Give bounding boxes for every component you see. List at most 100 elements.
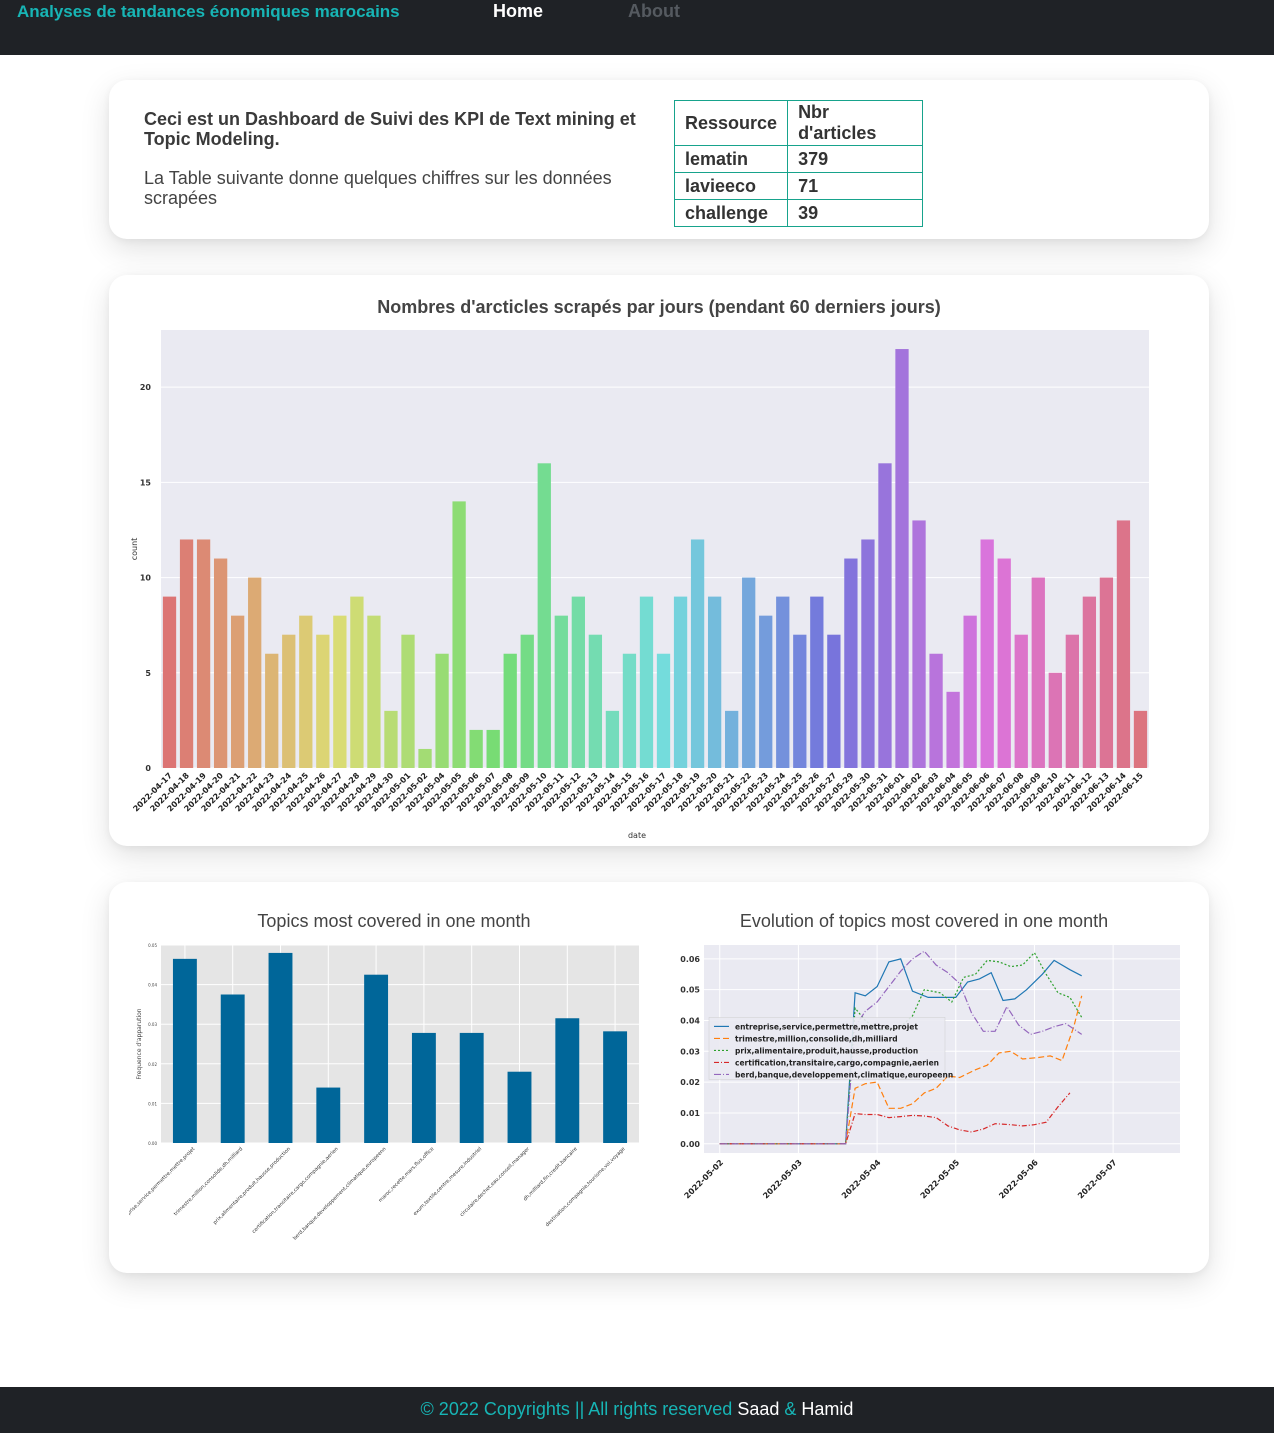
y-tick-label: 0 bbox=[145, 764, 151, 773]
bar-2022-06-02 bbox=[912, 520, 926, 768]
bar-2022-05-21 bbox=[725, 710, 739, 768]
bar-2022-06-15 bbox=[1133, 710, 1148, 768]
bar-2022-04-23 bbox=[265, 653, 279, 768]
brand-title[interactable]: Analyses de tandances éonomiques marocai… bbox=[17, 2, 400, 21]
bar-2022-05-10 bbox=[537, 463, 551, 768]
footer: © 2022 Copyrights || All rights reserved… bbox=[0, 1387, 1274, 1433]
bar-2022-05-31 bbox=[878, 463, 892, 768]
y-tick-label: 15 bbox=[140, 478, 152, 487]
legend-entry: prix,alimentaire,produit,hausse,producti… bbox=[735, 1046, 918, 1055]
y-tick-label: 0.00 bbox=[148, 1141, 157, 1146]
bar-2022-05-15 bbox=[622, 653, 637, 768]
bar-2022-05-01 bbox=[401, 634, 415, 768]
table-header-row: Ressource Nbr d'articles bbox=[673, 100, 924, 146]
table-cell-ressource: lavieeco bbox=[673, 172, 789, 200]
bar-2022-05-12 bbox=[571, 596, 585, 768]
bar-2022-06-14 bbox=[1116, 520, 1131, 768]
intro-title: Ceci est un Dashboard de Suivi des KPI d… bbox=[144, 109, 636, 149]
bar-2022-05-13 bbox=[588, 634, 603, 768]
bar-2022-04-30 bbox=[384, 710, 398, 768]
daily-articles-chart-title: Nombres d'arcticles scrapés par jours (p… bbox=[377, 297, 941, 317]
topics-evolution-chart: 0.00 0.01 0.02 0.03 0.04 0.05 0.06 2022-05-02 20… bbox=[680, 945, 1180, 1201]
y-tick-label: 5 bbox=[145, 669, 151, 678]
nav-link-about[interactable]: About bbox=[628, 1, 680, 21]
table-row: challenge 39 bbox=[673, 199, 924, 227]
bar-2022-05-26 bbox=[810, 596, 824, 768]
column-header-ressource: Ressource bbox=[673, 100, 789, 146]
series-line-4 bbox=[719, 1092, 1071, 1145]
bar-2022-05-11 bbox=[554, 615, 568, 768]
bar-2022-06-10 bbox=[1048, 672, 1062, 768]
bar-topic-4 bbox=[316, 1087, 341, 1143]
bar-2022-06-11 bbox=[1065, 634, 1079, 768]
table-row: lematin 379 bbox=[673, 145, 924, 173]
bar-2022-05-30 bbox=[861, 539, 875, 768]
y-tick-label: 0.00 bbox=[680, 1140, 700, 1149]
bar-2022-05-02 bbox=[418, 748, 432, 768]
bar-2022-05-23 bbox=[759, 615, 773, 768]
daily-articles-card: Nombres d'arcticles scrapés par jours (p… bbox=[109, 275, 1209, 846]
bar-2022-04-27 bbox=[333, 615, 347, 768]
daily-articles-chart: 051015202022-04-172022-04-182022-04-1920… bbox=[130, 330, 1149, 840]
bar-2022-06-08 bbox=[1014, 634, 1028, 768]
y-axis-label: count bbox=[130, 538, 139, 561]
chart-legend: entreprise,service,permettre,mettre,proj… bbox=[708, 1017, 953, 1080]
y-tick-label: 0.04 bbox=[680, 1016, 700, 1025]
resources-table: Ressource Nbr d'articles lematin 379 lav… bbox=[673, 100, 924, 227]
table-cell-ressource: challenge bbox=[673, 199, 789, 227]
topics-card: Topics most covered in one month Evoluti… bbox=[109, 882, 1209, 1273]
bar-2022-05-09 bbox=[520, 634, 534, 768]
bar-2022-06-06 bbox=[980, 539, 994, 768]
topics-bar-chart-title: Topics most covered in one month bbox=[257, 911, 531, 931]
topics-bar-chart: 0.00 0.01 0.02 0.03 0.04 0.05 entreprise,servi… bbox=[129, 943, 639, 1242]
bar-2022-05-07 bbox=[486, 729, 500, 768]
x-tick-label: certification,transitaire,cargo,compagni… bbox=[251, 1146, 340, 1235]
x-tick-label: prix,alimentaire,produit,hausse,producti… bbox=[212, 1146, 292, 1226]
x-tick-label: destination,compagnie,tourisme,voi,voyag… bbox=[545, 1146, 627, 1228]
x-tick-label: 2022-05-05 bbox=[919, 1158, 962, 1201]
top-navbar: Analyses de tandances éonomiques marocai… bbox=[0, 0, 1274, 55]
y-tick-label: 0.03 bbox=[680, 1047, 700, 1056]
bar-2022-05-05 bbox=[452, 501, 466, 768]
bar-topic-3 bbox=[268, 952, 293, 1143]
y-tick-label: 0.02 bbox=[680, 1078, 700, 1087]
bar-2022-06-01 bbox=[895, 349, 909, 768]
x-tick-label: berd,banque,developpement,climatique,eur… bbox=[292, 1146, 387, 1241]
topics-line-chart-title: Evolution of topics most covered in one … bbox=[739, 911, 1109, 931]
bar-2022-05-08 bbox=[503, 653, 517, 768]
bar-2022-05-20 bbox=[707, 596, 722, 768]
bar-2022-04-20 bbox=[213, 558, 228, 768]
x-tick-label: 2022-05-07 bbox=[1076, 1158, 1119, 1201]
nav-link-home[interactable]: Home bbox=[493, 1, 544, 21]
bar-2022-05-18 bbox=[673, 596, 688, 768]
table-cell-count: 39 bbox=[787, 199, 924, 227]
y-tick-label: 0.04 bbox=[148, 983, 157, 988]
bar-2022-05-24 bbox=[776, 596, 790, 768]
bar-topic-9 bbox=[555, 1018, 580, 1143]
bar-2022-04-18 bbox=[179, 539, 194, 768]
footer-author-saad: Saad bbox=[737, 1399, 780, 1419]
bar-topic-8 bbox=[507, 1071, 532, 1143]
table-row: lavieeco 71 bbox=[673, 172, 924, 200]
x-tick-label: dh,milliard,fin,credit,bancaire bbox=[522, 1146, 578, 1202]
x-tick-label: 2022-05-04 bbox=[840, 1158, 883, 1201]
bar-2022-04-21 bbox=[231, 615, 245, 768]
table-cell-count: 71 bbox=[787, 172, 924, 200]
bar-2022-04-25 bbox=[299, 615, 313, 768]
bar-2022-06-05 bbox=[963, 615, 977, 768]
x-tick-label: 2022-05-06 bbox=[997, 1158, 1040, 1201]
bar-topic-1 bbox=[172, 958, 197, 1143]
intro-subtitle: La Table suivante donne quelques chiffre… bbox=[144, 168, 612, 208]
y-axis-label: Frequence d'apparution bbox=[136, 1008, 143, 1079]
bar-2022-05-16 bbox=[639, 596, 654, 768]
bar-topic-10 bbox=[603, 1031, 628, 1143]
bar-2022-05-14 bbox=[605, 710, 620, 768]
bar-2022-06-07 bbox=[997, 558, 1011, 768]
bar-2022-04-17 bbox=[162, 596, 177, 768]
bar-2022-05-29 bbox=[844, 558, 858, 768]
table-cell-ressource: lematin bbox=[673, 145, 789, 173]
bar-2022-04-22 bbox=[248, 577, 262, 768]
legend-entry: trimestre,million,consolide,dh,milliard bbox=[735, 1034, 898, 1043]
legend-entry: berd,banque,developpement,climatique,eur… bbox=[735, 1070, 953, 1079]
bar-2022-06-09 bbox=[1031, 577, 1045, 768]
